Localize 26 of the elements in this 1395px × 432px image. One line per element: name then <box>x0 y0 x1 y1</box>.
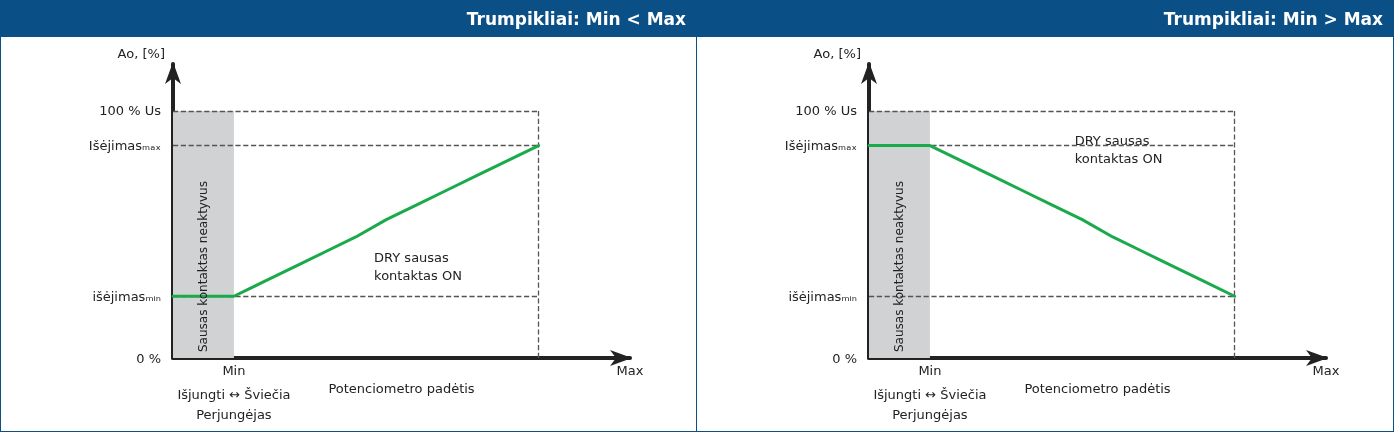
annotation: DRY sausas kontaktas ON <box>374 250 462 284</box>
x-axis-title: Potenciometro padėtis <box>1024 380 1171 396</box>
annotation: DRY sausas kontaktas ON <box>1074 132 1163 166</box>
y-tick-label: 0 % <box>832 350 857 366</box>
y-tick-label: 100 % Us <box>99 103 162 119</box>
y-axis-title: Ao, [%] <box>117 46 165 61</box>
y-tick-label: 0 % <box>136 350 161 366</box>
x-tick-label: Max <box>1312 363 1340 378</box>
y-axis-title: Ao, [%] <box>813 46 861 61</box>
y-tick-label: Išėjimasₘₐₓ <box>784 138 858 154</box>
annotation: Sausas kontaktas neaktyvus <box>196 181 211 352</box>
annotation: Sausas kontaktas neaktyvus <box>892 181 907 352</box>
x-axis-title: Potenciometro padėtis <box>328 380 475 396</box>
y-tick-label: Išėjimasₘₐₓ <box>88 138 162 154</box>
chart-title: Trumpikliai: Min > Max <box>697 1 1393 37</box>
text: Išjungti ↔ Šviečia <box>177 387 291 402</box>
x-tick-label: Min <box>918 363 942 378</box>
y-tick-label: išėjimasₘᵢₙ <box>92 288 161 304</box>
text: Perjungėjas <box>196 407 272 422</box>
text: Išjungti ↔ Šviečia <box>873 387 987 402</box>
text: Perjungėjas <box>892 407 968 422</box>
y-tick-label: 100 % Us <box>795 103 858 119</box>
y-tick-label: išėjimasₘᵢₙ <box>788 288 857 304</box>
x-tick-label: Min <box>222 363 246 378</box>
chart-title: Trumpikliai: Min < Max <box>1 1 696 37</box>
x-tick-label: Max <box>616 363 644 378</box>
